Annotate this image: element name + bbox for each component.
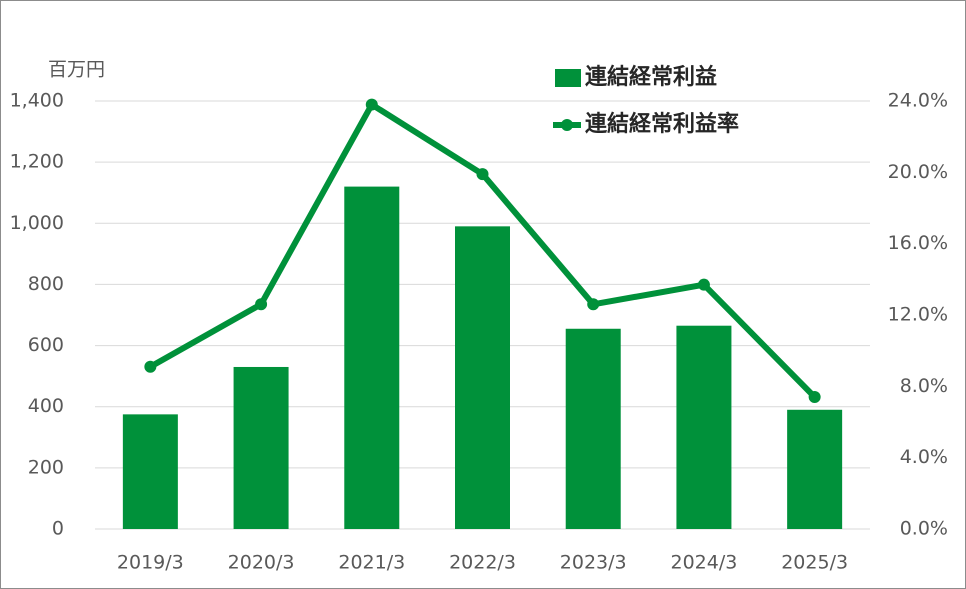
y2-tick-label: 12.0% [888, 304, 948, 326]
line-marker [365, 98, 378, 111]
x-tick-label: 2024/3 [671, 552, 738, 574]
bar [787, 409, 843, 529]
bar [233, 366, 289, 529]
legend-swatch [561, 119, 573, 131]
bar [565, 328, 621, 529]
x-tick-label: 2019/3 [117, 552, 184, 574]
y2-tick-label: 24.0% [888, 90, 948, 112]
y2-tick-label: 16.0% [888, 232, 948, 254]
line-marker [587, 298, 600, 311]
line-marker [144, 360, 157, 373]
bar [455, 226, 510, 530]
x-tick-label: 2022/3 [449, 552, 516, 574]
line-marker [476, 168, 489, 181]
x-tick-label: 2021/3 [338, 552, 405, 574]
y2-tick-label: 20.0% [888, 161, 948, 183]
line-marker [255, 298, 268, 311]
y-tick-label: 400 [28, 395, 64, 417]
legend-swatch [555, 69, 581, 87]
y-tick-label: 1,000 [10, 212, 64, 234]
x-tick-label: 2023/3 [560, 552, 627, 574]
legend-label: 連結経常利益率 [585, 111, 739, 137]
line-marker [697, 278, 710, 291]
y-tick-label: 800 [28, 273, 64, 295]
unit-label: 百万円 [48, 59, 105, 81]
y-tick-label: 200 [28, 456, 64, 478]
y-tick-label: 1,400 [10, 90, 64, 112]
y2-tick-label: 0.0% [900, 518, 948, 540]
bar [122, 414, 178, 529]
y-tick-label: 1,200 [10, 151, 64, 173]
y2-tick-label: 8.0% [900, 375, 948, 397]
y-tick-label: 0 [52, 518, 64, 540]
bar [344, 186, 400, 529]
x-tick-label: 2025/3 [781, 552, 848, 574]
legend-label: 連結経常利益 [585, 64, 717, 90]
y-tick-label: 600 [28, 334, 64, 356]
bar [676, 325, 732, 529]
x-tick-label: 2020/3 [228, 552, 295, 574]
line-marker [808, 391, 821, 404]
y2-tick-label: 4.0% [900, 446, 948, 468]
